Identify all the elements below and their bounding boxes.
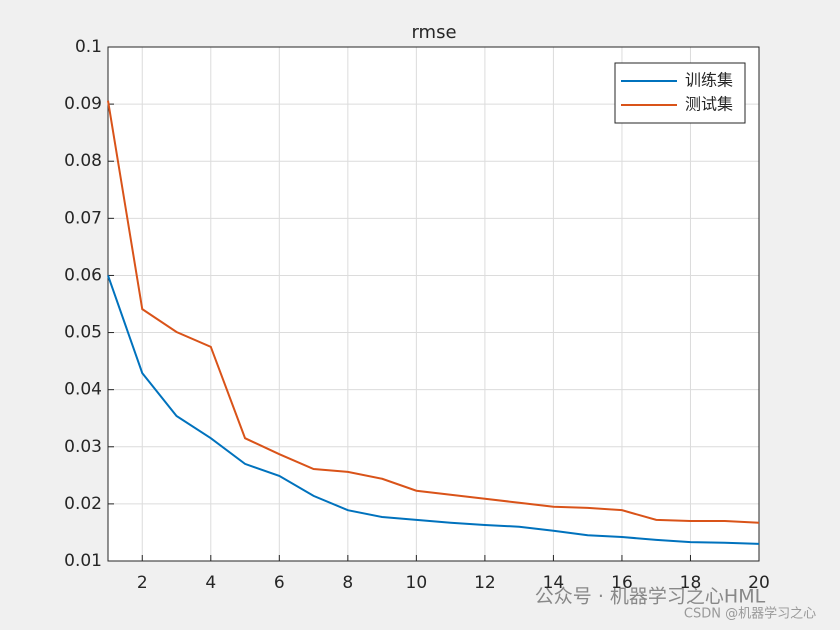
legend-box [614, 62, 746, 124]
plot-area [108, 47, 759, 561]
x-tick-label: 8 [342, 573, 353, 593]
watermark: 公众号 · 机器学习之心HML [535, 586, 766, 608]
x-tick-label: 6 [274, 573, 285, 593]
y-tick-label: 0.1 [75, 37, 102, 57]
x-tick-label: 16 [611, 573, 633, 593]
x-tick-label: 20 [748, 573, 770, 593]
y-tick-label: 0.05 [64, 323, 102, 343]
y-tick-label: 0.03 [64, 437, 102, 457]
line [107, 100, 760, 524]
y-tick-label: 0.09 [64, 94, 102, 114]
x-tick-label: 2 [137, 573, 148, 593]
legend-label: 测试集 [685, 95, 733, 114]
x-tick-label: 12 [474, 573, 496, 593]
x-tick-label: 14 [543, 573, 565, 593]
x-tick-label: 4 [205, 573, 216, 593]
line [107, 275, 760, 545]
y-tick-label: 0.06 [64, 265, 102, 285]
x-tick-label: 10 [406, 573, 428, 593]
y-tick-label: 0.02 [64, 494, 102, 514]
y-tick-label: 0.01 [64, 551, 102, 571]
y-tick-label: 0.08 [64, 151, 102, 171]
chart-title: rmse [411, 22, 456, 43]
legend-label: 训练集 [685, 71, 733, 90]
x-tick-label: 18 [680, 573, 702, 593]
watermark: CSDN @机器学习之心 [684, 606, 816, 622]
y-tick-label: 0.07 [64, 208, 102, 228]
axes-box [107, 46, 760, 562]
y-tick-label: 0.04 [64, 380, 102, 400]
